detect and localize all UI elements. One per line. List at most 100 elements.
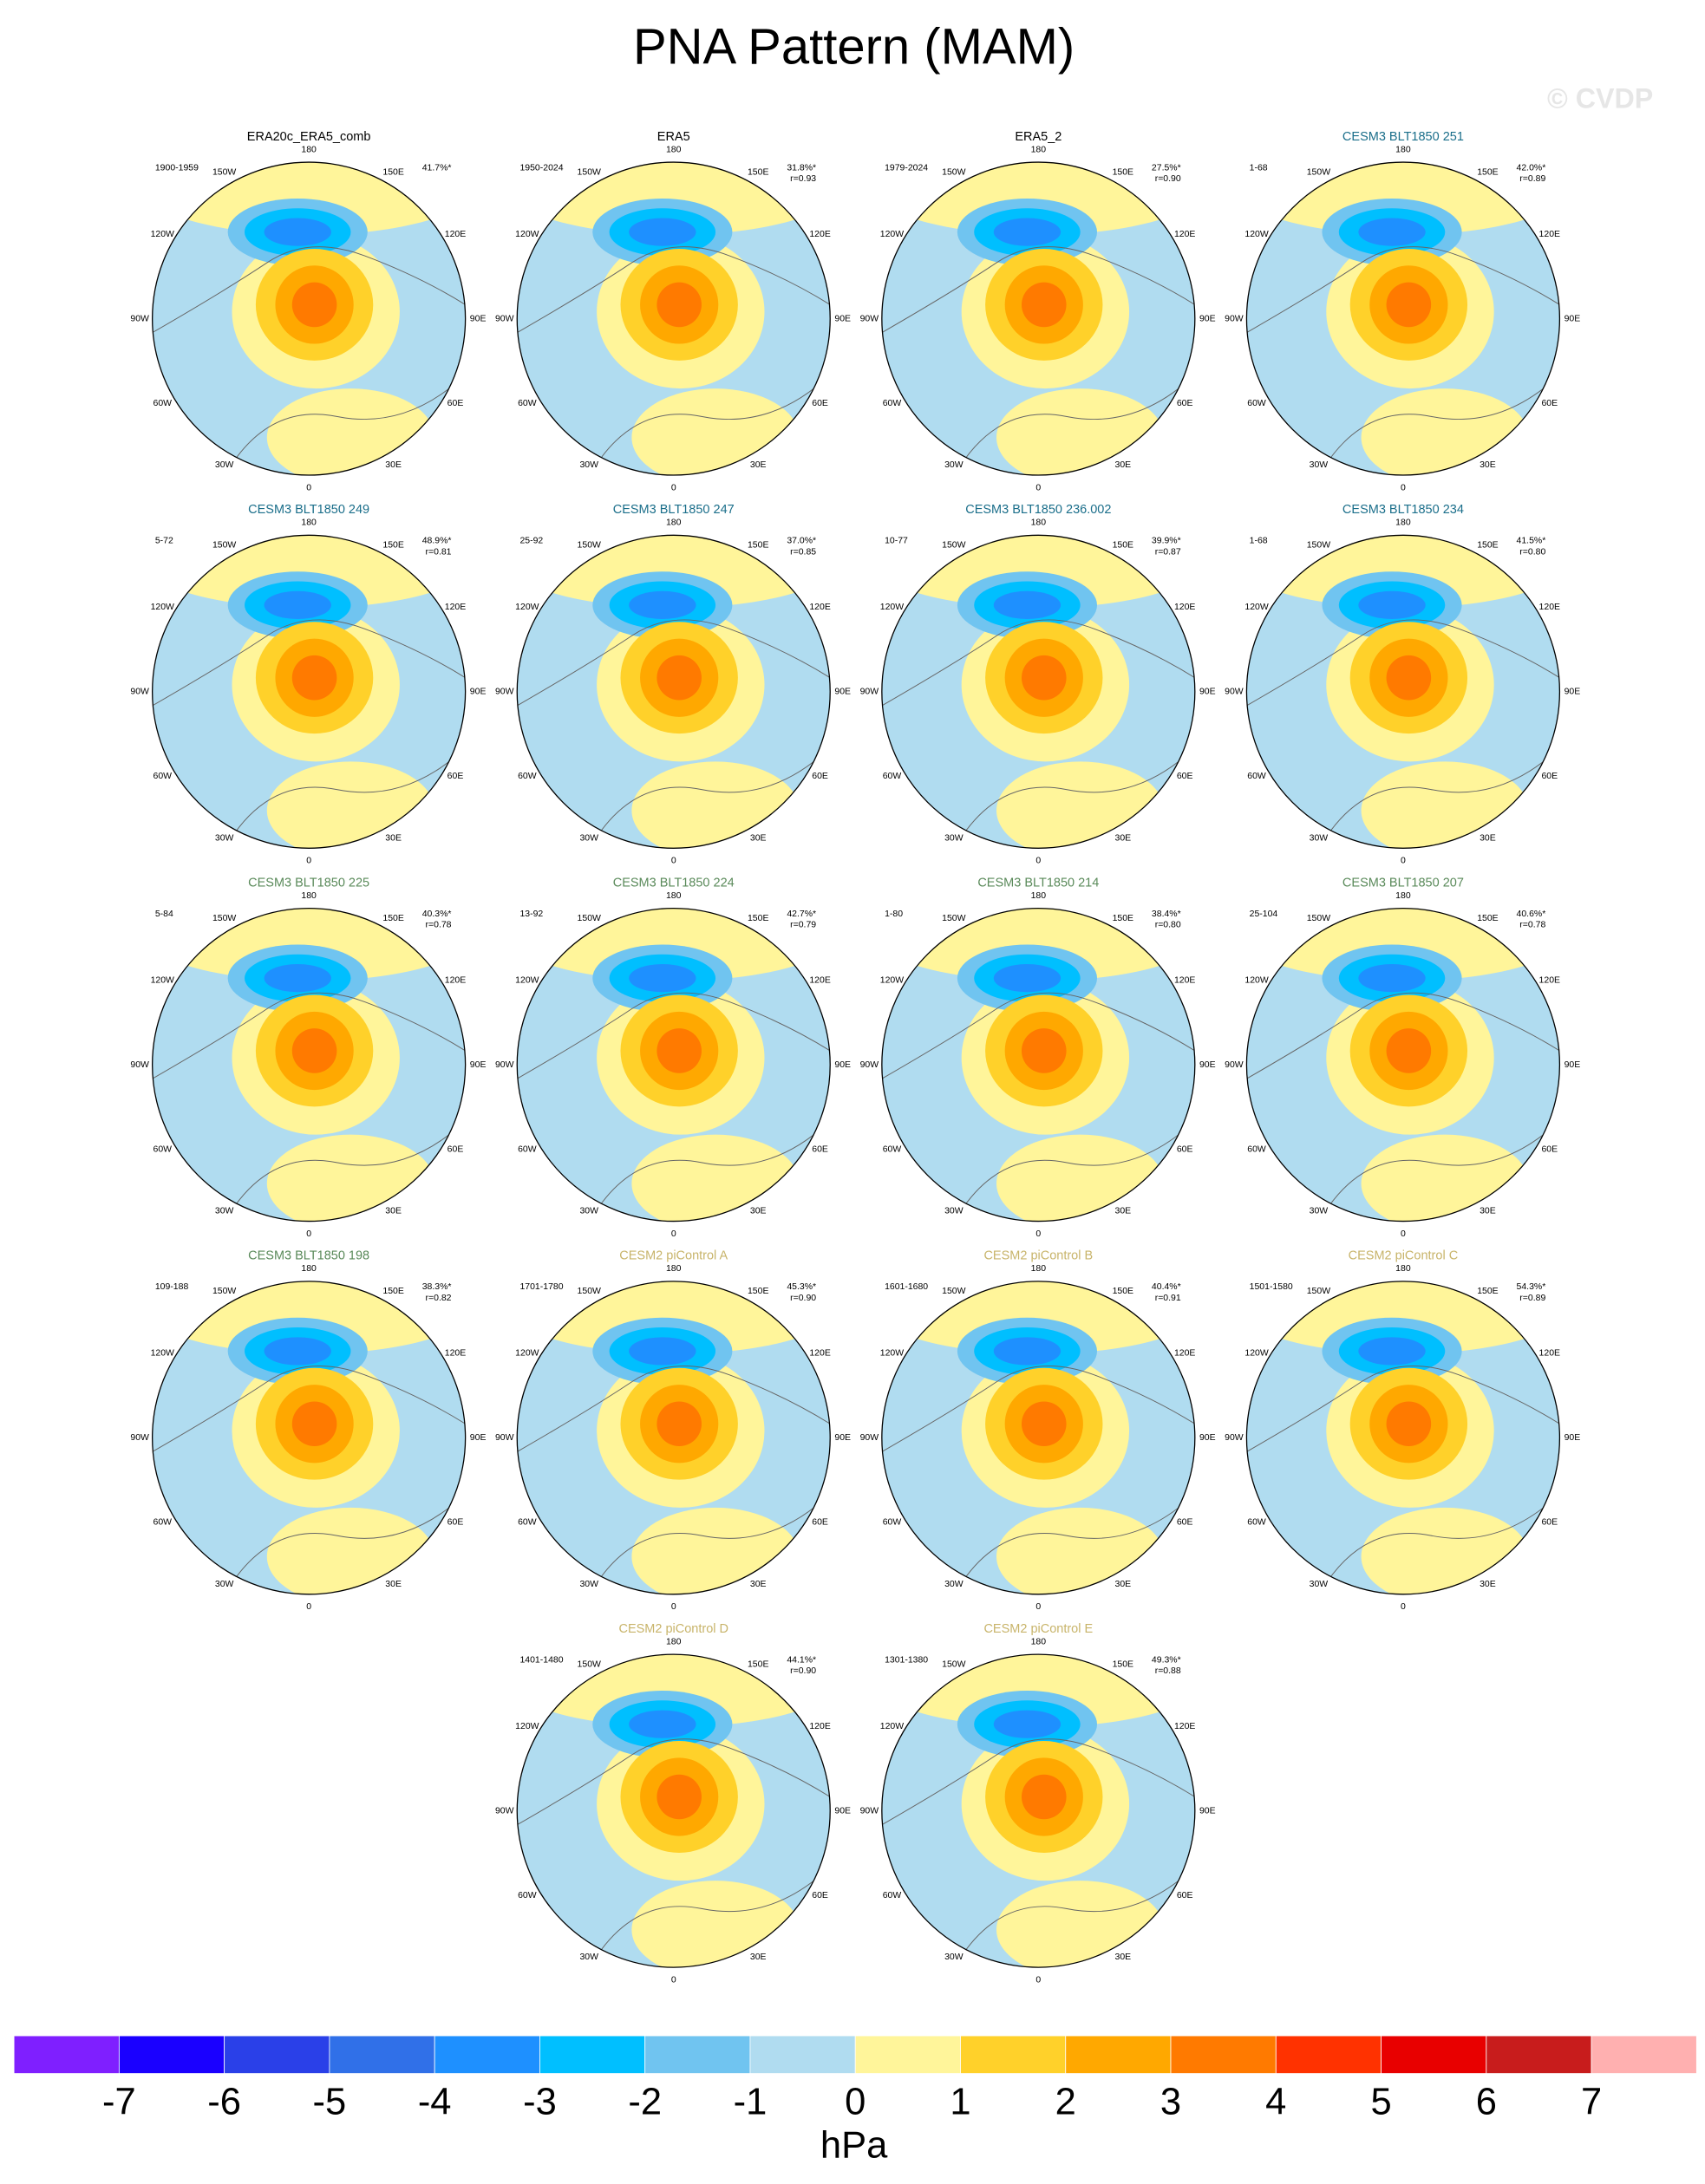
map-field xyxy=(881,1281,1195,1594)
lon-label: 150W xyxy=(578,167,601,177)
colorbar-label: 5 xyxy=(1370,2081,1391,2122)
panel-r: r=0.91 xyxy=(1155,1294,1181,1303)
lon-label: 30W xyxy=(1310,1207,1329,1216)
lon-label: 60E xyxy=(812,1891,828,1900)
lon-label: 150W xyxy=(578,541,601,551)
lon-label: 180 xyxy=(1395,1264,1411,1274)
panel-title: CESM3 BLT1850 198 xyxy=(248,1249,369,1263)
map-field xyxy=(881,1654,1195,1968)
colorbar-box xyxy=(1170,2035,1277,2074)
map-border xyxy=(881,1653,1196,1968)
field-negative xyxy=(1358,964,1426,993)
lon-label: 90E xyxy=(470,1060,487,1070)
lon-label: 30E xyxy=(1480,1207,1496,1216)
lon-label: 150W xyxy=(1307,167,1330,177)
coastline xyxy=(517,992,831,1222)
coastline xyxy=(517,246,831,476)
lon-label: 150E xyxy=(1477,167,1498,177)
map-field xyxy=(517,1654,831,1968)
lon-label: 90E xyxy=(470,1433,487,1443)
lon-label: 30E xyxy=(385,1580,402,1589)
field-high xyxy=(657,1774,702,1820)
coastline xyxy=(881,619,1195,849)
panel-years: 1301-1380 xyxy=(885,1655,928,1665)
map-panel: 180 150E 120E 90E 60E 30E 0 30W 60W 90W 120W 150W CE… xyxy=(130,503,486,865)
lon-label: 150E xyxy=(748,541,768,551)
field-high xyxy=(657,1401,702,1447)
lon-label: 30E xyxy=(1115,1207,1132,1216)
panel-title: CESM3 BLT1850 225 xyxy=(248,876,369,890)
lon-label: 0 xyxy=(306,1602,311,1612)
lon-label: 90W xyxy=(1225,1060,1244,1070)
lon-label: 30W xyxy=(944,1953,964,1962)
field-high xyxy=(1021,655,1067,701)
coastline xyxy=(152,619,466,849)
panel-r: r=0.80 xyxy=(1155,921,1181,930)
field-high xyxy=(1386,282,1432,328)
field-positive xyxy=(881,1281,1195,1354)
lon-label: 90W xyxy=(130,314,149,323)
lon-label: 120W xyxy=(1244,975,1268,985)
map-panel: 180 150E 120E 90E 60E 30E 0 30W 60W 90W 120W 150W CE… xyxy=(495,1249,851,1612)
field-negative xyxy=(629,590,696,620)
lon-label: 30W xyxy=(579,1953,598,1962)
lon-label: 60E xyxy=(447,1144,464,1154)
map-field xyxy=(881,535,1195,849)
coastline xyxy=(152,1365,466,1594)
panel-title: ERA5 xyxy=(657,130,690,144)
lon-label: 180 xyxy=(301,518,317,528)
map-field xyxy=(152,1281,466,1594)
lon-label: 60W xyxy=(883,399,902,408)
map-panel: 180 150E 120E 90E 60E 30E 0 30W 60W 90W 120W 150W CE… xyxy=(1225,876,1580,1238)
lon-label: 150E xyxy=(382,167,403,177)
colorbar-box xyxy=(1591,2035,1697,2074)
lon-label: 60W xyxy=(1247,399,1266,408)
panel-r: r=0.90 xyxy=(790,1294,816,1303)
lon-label: 90E xyxy=(1565,1433,1581,1443)
lon-label: 0 xyxy=(1035,1602,1041,1612)
lon-label: 150E xyxy=(382,1287,403,1296)
lon-label: 150E xyxy=(1113,914,1133,923)
panel-pct: 54.3%* xyxy=(1517,1282,1546,1292)
coastline xyxy=(1246,992,1560,1222)
lon-label: 150E xyxy=(748,1287,768,1296)
field-negative xyxy=(264,218,331,246)
map-border xyxy=(152,534,467,849)
coastline xyxy=(152,992,466,1222)
lon-label: 90W xyxy=(860,314,879,323)
colorbar-label: 7 xyxy=(1581,2081,1602,2122)
panel-years: 1-68 xyxy=(1250,163,1268,173)
field-positive xyxy=(1246,1281,1560,1354)
panel-pct: 37.0%* xyxy=(787,537,816,546)
field-positive xyxy=(996,388,1165,476)
lon-label: 120E xyxy=(445,230,466,239)
lon-label: 30E xyxy=(1115,1953,1132,1962)
field-positive xyxy=(881,1654,1195,1727)
field-high xyxy=(1021,282,1067,328)
lon-label: 60W xyxy=(518,1144,537,1154)
lon-label: 150W xyxy=(578,1660,601,1670)
map-field xyxy=(1246,162,1560,476)
panel-title: ERA20c_ERA5_comb xyxy=(247,130,371,144)
field-positive xyxy=(631,761,800,849)
lon-label: 30W xyxy=(1310,460,1329,470)
field-high xyxy=(657,655,702,701)
lon-label: 0 xyxy=(1401,483,1406,492)
field-negative xyxy=(629,1337,696,1366)
lon-label: 60E xyxy=(812,1518,828,1528)
lon-label: 90W xyxy=(860,1060,879,1070)
field-negative xyxy=(993,218,1062,246)
field-positive xyxy=(152,1281,466,1354)
field-positive xyxy=(881,908,1195,981)
lon-label: 150E xyxy=(748,914,768,923)
lon-label: 90E xyxy=(1199,1433,1216,1443)
lon-label: 30W xyxy=(215,1207,234,1216)
lon-label: 90W xyxy=(1225,688,1244,697)
map-panel: 180 150E 120E 90E 60E 30E 0 30W 60W 90W 120W 150W CE… xyxy=(130,1249,486,1612)
panel-r: r=0.79 xyxy=(790,921,816,930)
panel-r: r=0.82 xyxy=(426,1294,452,1303)
coastline xyxy=(152,246,466,476)
field-negative xyxy=(993,590,1062,620)
lon-label: 90E xyxy=(1565,1060,1581,1070)
